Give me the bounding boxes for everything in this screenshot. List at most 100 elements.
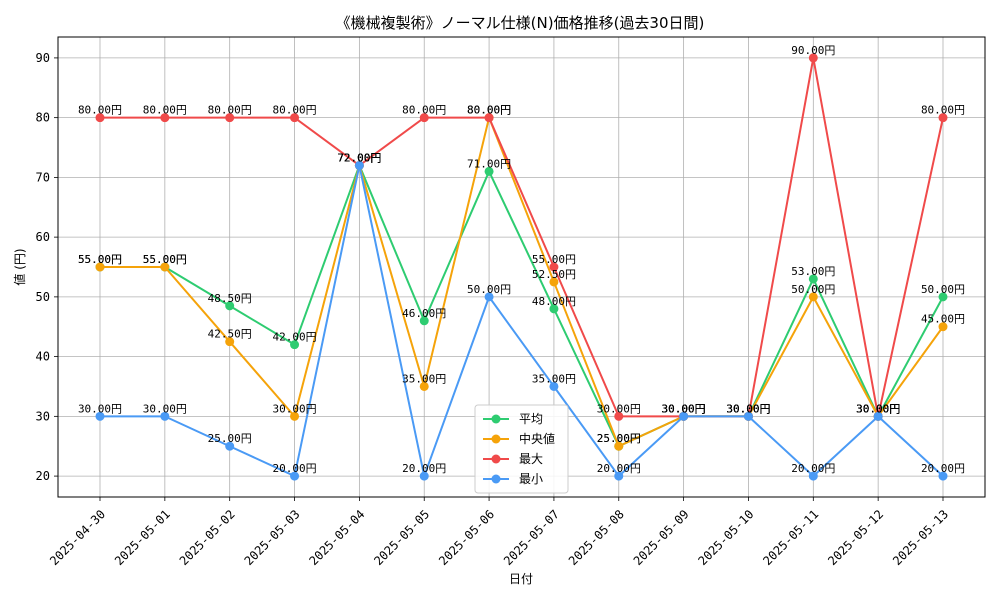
data-point <box>484 166 494 176</box>
data-label: 72.00円 <box>337 151 381 164</box>
data-point <box>419 381 429 391</box>
data-label: 25.00円 <box>597 432 641 445</box>
data-label: 72.00円 <box>337 151 381 164</box>
data-label: 55.00円 <box>143 253 187 266</box>
legend-marker <box>491 454 501 464</box>
data-label: 20.00円 <box>272 462 316 475</box>
data-point <box>614 411 624 421</box>
data-point <box>938 322 948 332</box>
y-axis-label: 値 (円) <box>12 248 27 285</box>
data-point <box>160 411 170 421</box>
data-label: 80.00円 <box>78 104 122 117</box>
data-label: 30.00円 <box>856 402 900 415</box>
data-label: 80.00円 <box>272 104 316 117</box>
data-point <box>873 411 883 421</box>
data-label: 80.00円 <box>921 104 965 117</box>
data-point <box>290 411 300 421</box>
data-label: 30.00円 <box>856 402 900 415</box>
data-point <box>808 53 818 63</box>
data-point <box>808 292 818 302</box>
data-label: 72.00円 <box>337 151 381 164</box>
chart-title: 《機械複製術》ノーマル仕様(N)価格推移(過去30日間) <box>336 14 705 32</box>
data-label: 30.00円 <box>662 402 706 415</box>
legend-marker <box>491 434 501 444</box>
data-point <box>614 471 624 481</box>
data-label: 80.00円 <box>143 104 187 117</box>
plot-frame <box>57 36 986 498</box>
data-label: 52.50円 <box>532 268 576 281</box>
data-label: 25.00円 <box>208 432 252 445</box>
data-label: 30.00円 <box>726 402 770 415</box>
legend-entry: 最小 <box>519 472 543 486</box>
data-label: 80.00円 <box>467 104 511 117</box>
data-label: 42.00円 <box>272 331 316 344</box>
data-label: 20.00円 <box>791 462 835 475</box>
data-label: 72.00円 <box>337 151 381 164</box>
data-label: 30.00円 <box>143 402 187 415</box>
data-label: 30.00円 <box>856 402 900 415</box>
data-point <box>95 262 105 272</box>
data-point <box>290 113 300 123</box>
data-point <box>938 292 948 302</box>
legend-entry: 中央値 <box>519 431 555 446</box>
data-point <box>549 304 559 314</box>
y-tick-label: 40 <box>36 350 50 364</box>
series-line <box>100 116 944 448</box>
data-point <box>225 337 235 347</box>
y-tick-label: 50 <box>36 290 50 304</box>
data-point <box>95 113 105 123</box>
data-label: 30.00円 <box>662 402 706 415</box>
data-label: 50.00円 <box>921 283 965 296</box>
data-label: 30.00円 <box>726 402 770 415</box>
data-label: 48.50円 <box>208 292 252 305</box>
data-label: 30.00円 <box>856 402 900 415</box>
y-tick-label: 20 <box>36 469 50 483</box>
data-point <box>95 411 105 421</box>
data-point <box>290 340 300 350</box>
data-point <box>419 316 429 326</box>
data-point <box>549 381 559 391</box>
data-label: 53.00円 <box>791 265 835 278</box>
data-point <box>743 411 753 421</box>
data-label: 30.00円 <box>662 402 706 415</box>
data-label: 25.00円 <box>597 432 641 445</box>
data-labels: 55.00円 55.00円 48.50円 42.00円 72.00円 46.00円 71.0… <box>78 44 965 475</box>
series-line <box>100 164 944 448</box>
legend-marker <box>491 414 501 424</box>
data-label: 20.00円 <box>921 462 965 475</box>
data-point <box>225 441 235 451</box>
data-point <box>484 113 494 123</box>
y-tick-label: 90 <box>36 51 50 65</box>
data-label: 30.00円 <box>726 402 770 415</box>
data-point <box>354 160 364 170</box>
data-point <box>808 274 818 284</box>
data-label: 80.00円 <box>467 104 511 117</box>
data-label: 30.00円 <box>597 402 641 415</box>
data-label: 50.00円 <box>791 283 835 296</box>
data-label: 55.00円 <box>78 253 122 266</box>
data-point <box>679 411 689 421</box>
y-tick-label: 70 <box>36 170 50 184</box>
data-point <box>225 113 235 123</box>
data-label: 55.00円 <box>78 253 122 266</box>
data-point <box>938 113 948 123</box>
legend-marker <box>491 474 501 484</box>
data-point <box>160 113 170 123</box>
data-label: 80.00円 <box>208 104 252 117</box>
y-tick-label: 80 <box>36 111 50 125</box>
series-lines <box>95 53 948 481</box>
data-label: 35.00円 <box>402 372 446 385</box>
data-label: 30.00円 <box>662 402 706 415</box>
data-label: 20.00円 <box>597 462 641 475</box>
data-point <box>549 277 559 287</box>
x-axis-label: 日付 <box>509 572 533 586</box>
data-label: 30.00円 <box>78 402 122 415</box>
data-label: 71.00円 <box>467 157 511 170</box>
data-label: 42.50円 <box>208 328 252 341</box>
data-point <box>938 471 948 481</box>
data-label: 30.00円 <box>272 402 316 415</box>
data-label: 55.00円 <box>143 253 187 266</box>
